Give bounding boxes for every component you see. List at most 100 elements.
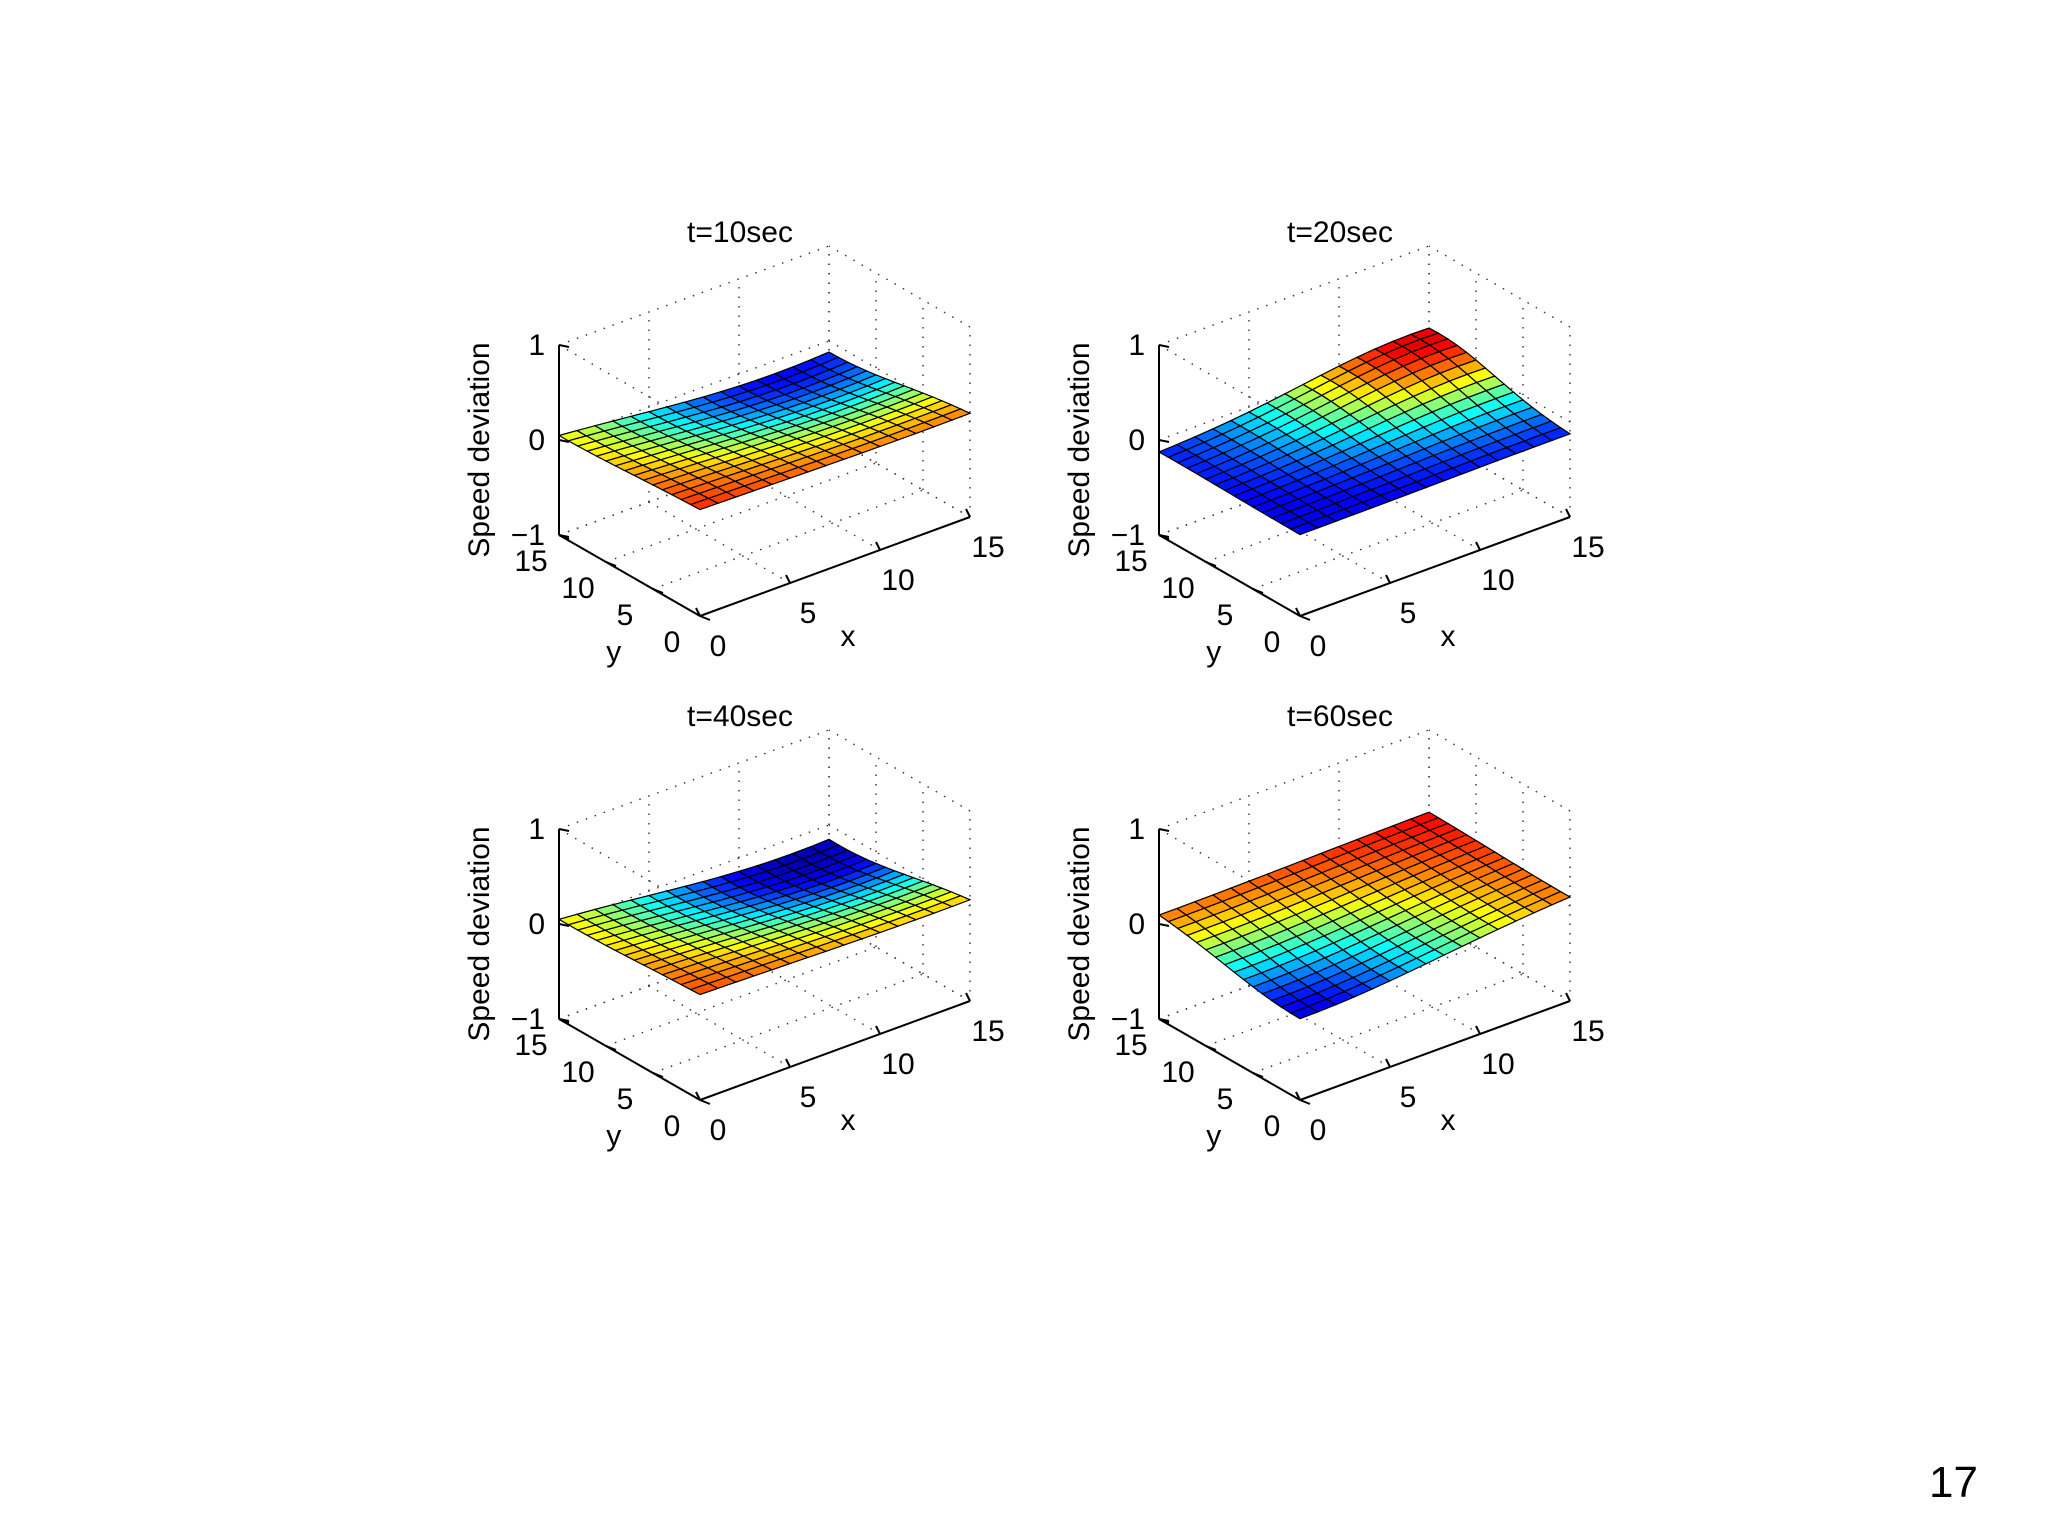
x-axis: [699, 1000, 971, 1101]
x-tick: [1565, 508, 1571, 518]
x-tick-label: 15: [971, 1015, 1004, 1048]
y-tick: [558, 1018, 570, 1024]
y-tick-label: 5: [617, 599, 634, 632]
x-tick: [875, 541, 881, 551]
x-axis-label: x: [841, 620, 856, 653]
grid-line: [1252, 489, 1524, 590]
x-tick: [1475, 1025, 1481, 1035]
x-tick: [785, 1058, 791, 1068]
x-tick: [1295, 1091, 1301, 1101]
grid-line: [648, 501, 791, 584]
y-axis: [1158, 534, 1301, 617]
y-tick: [1299, 1099, 1311, 1105]
y-tick-label: 5: [1217, 599, 1234, 632]
grid-line: [652, 973, 924, 1074]
surface-patch: [940, 895, 972, 908]
y-tick-label: 0: [664, 1110, 681, 1143]
x-tick-label: 10: [1481, 564, 1514, 597]
slide-number: 17: [1929, 1458, 1978, 1507]
x-tick: [965, 508, 971, 518]
y-tick: [1252, 588, 1264, 594]
y-axis: [1158, 1018, 1301, 1101]
y-tick: [1205, 561, 1217, 567]
z-axis-label: Speed deviation: [1063, 826, 1096, 1041]
grid-line: [558, 729, 830, 830]
y-tick: [605, 1045, 617, 1051]
z-axis-label: Speed deviation: [463, 342, 496, 557]
x-tick: [965, 992, 971, 1002]
z-tick: [558, 344, 570, 348]
surface-patch: [1541, 890, 1572, 906]
x-tick: [1385, 574, 1391, 584]
plot-title: t=10sec: [687, 216, 793, 249]
y-axis-label: y: [606, 1120, 621, 1153]
x-tick-label: 0: [710, 630, 727, 663]
z-tick-label: 0: [528, 424, 545, 457]
y-tick-label: 0: [664, 626, 681, 659]
y-tick-label: 0: [1264, 626, 1281, 659]
x-tick-label: 10: [1481, 1048, 1514, 1081]
z-tick-label: −1: [1111, 1003, 1145, 1036]
grid-line: [1158, 729, 1430, 830]
grid-line: [1158, 245, 1430, 346]
y-tick-label: 15: [514, 1029, 547, 1062]
x-tick-label: 0: [710, 1114, 727, 1147]
x-axis-label: x: [1441, 1104, 1456, 1137]
y-tick-label: 15: [1114, 1029, 1147, 1062]
y-tick: [652, 1072, 664, 1078]
axes: [1158, 344, 1571, 621]
x-tick: [875, 1025, 881, 1035]
y-tick: [1299, 615, 1311, 621]
grid-line: [1428, 245, 1571, 328]
y-axis: [558, 534, 701, 617]
x-axis: [1299, 516, 1571, 617]
x-tick-label: 15: [971, 531, 1004, 564]
y-tick-label: 0: [1264, 1110, 1281, 1143]
x-tick-label: 5: [800, 1081, 817, 1114]
x-tick: [785, 574, 791, 584]
z-axis-label: Speed deviation: [1063, 342, 1096, 557]
grid-line: [828, 729, 971, 812]
z-tick: [1158, 923, 1170, 927]
z-tick: [1158, 344, 1170, 348]
x-tick: [1385, 1058, 1391, 1068]
axes: [558, 828, 971, 1105]
z-tick: [1158, 828, 1170, 832]
grid-line: [1428, 729, 1571, 812]
grid-line: [605, 946, 877, 1047]
z-tick-label: −1: [511, 519, 545, 552]
grid-line: [828, 245, 971, 328]
x-tick-label: 0: [1310, 630, 1327, 663]
surface-patches: [1157, 811, 1572, 1020]
grid-line: [652, 489, 924, 590]
surface-patches: [557, 351, 972, 511]
plot-title: t=40sec: [687, 700, 793, 733]
y-tick: [1205, 1045, 1217, 1051]
y-tick-label: 10: [1161, 572, 1194, 605]
x-tick-label: 10: [881, 1048, 914, 1081]
y-tick-label: 15: [514, 545, 547, 578]
grid-line: [1252, 973, 1524, 1074]
grid-line: [605, 462, 877, 563]
z-tick: [558, 923, 570, 927]
surface-patch: [941, 408, 972, 421]
y-tick-label: 5: [617, 1083, 634, 1116]
x-tick: [1295, 607, 1301, 617]
surface-patches: [557, 838, 972, 996]
x-tick-label: 15: [1571, 531, 1604, 564]
y-tick-label: 10: [561, 1056, 594, 1089]
z-tick-label: 0: [1128, 908, 1145, 941]
axes: [1158, 828, 1571, 1105]
y-tick: [1158, 1018, 1170, 1024]
x-axis-label: x: [1441, 620, 1456, 653]
y-axis-label: y: [606, 636, 621, 669]
x-tick-label: 5: [1400, 1081, 1417, 1114]
y-tick-label: 5: [1217, 1083, 1234, 1116]
